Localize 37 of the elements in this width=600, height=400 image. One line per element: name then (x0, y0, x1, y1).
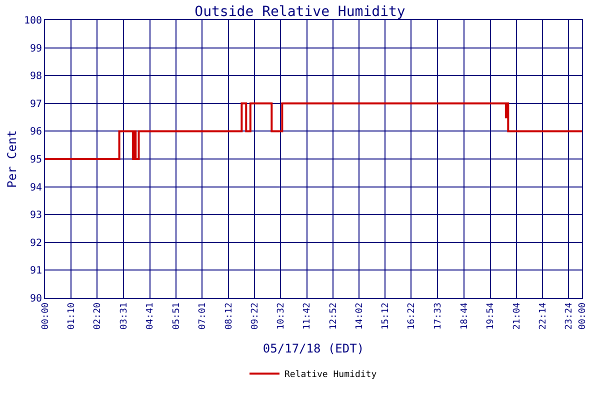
x-tick-label: 15:12 (381, 302, 392, 330)
x-tick-label: 00:00 (578, 302, 588, 330)
x-axis-title: 05/17/18 (EDT) (262, 342, 364, 356)
x-tick-label: 18:44 (460, 302, 470, 330)
x-tick-label: 01:10 (67, 302, 78, 330)
x-tick-label: 08:12 (224, 302, 234, 330)
x-tick-label: 03:31 (120, 302, 130, 330)
x-tick-label: 23:24 (564, 302, 574, 330)
x-tick-label: 07:01 (198, 302, 208, 330)
y-tick-label: 92 (30, 238, 42, 249)
y-tick-label: 96 (30, 126, 42, 138)
x-tick-label: 05:51 (172, 302, 182, 330)
x-tick-label: 14:02 (354, 302, 365, 330)
x-tick-label: 17:33 (434, 302, 444, 330)
chart-title: Outside Relative Humidity (194, 4, 406, 20)
y-tick-label: 94 (30, 182, 42, 194)
y-tick-label: 91 (30, 266, 42, 277)
x-tick-label: 12:52 (328, 302, 339, 330)
x-tick-label: 11:42 (302, 302, 313, 330)
y-tick-label: 98 (30, 71, 42, 82)
x-tick-label: 19:54 (486, 302, 496, 330)
x-tick-label: 09:22 (250, 302, 261, 330)
y-axis-title: Per Cent (5, 130, 20, 188)
x-tick-label: 10:32 (276, 302, 287, 330)
x-tick-label: 00:00 (40, 302, 51, 330)
y-tick-label: 100 (24, 16, 42, 26)
y-tick-label: 97 (30, 98, 42, 110)
legend-label: Relative Humidity (284, 370, 378, 380)
x-tick-label: 04:41 (146, 302, 156, 330)
x-tick-label: 16:22 (407, 302, 418, 330)
x-tick-label: 22:14 (538, 302, 548, 330)
x-tick-label: 21:04 (512, 302, 522, 330)
x-tick-label: 02:20 (93, 302, 104, 330)
y-tick-label: 95 (30, 154, 42, 166)
y-tick-label: 90 (30, 294, 42, 304)
y-tick-label: 99 (30, 43, 42, 54)
y-tick-label: 93 (30, 210, 42, 222)
